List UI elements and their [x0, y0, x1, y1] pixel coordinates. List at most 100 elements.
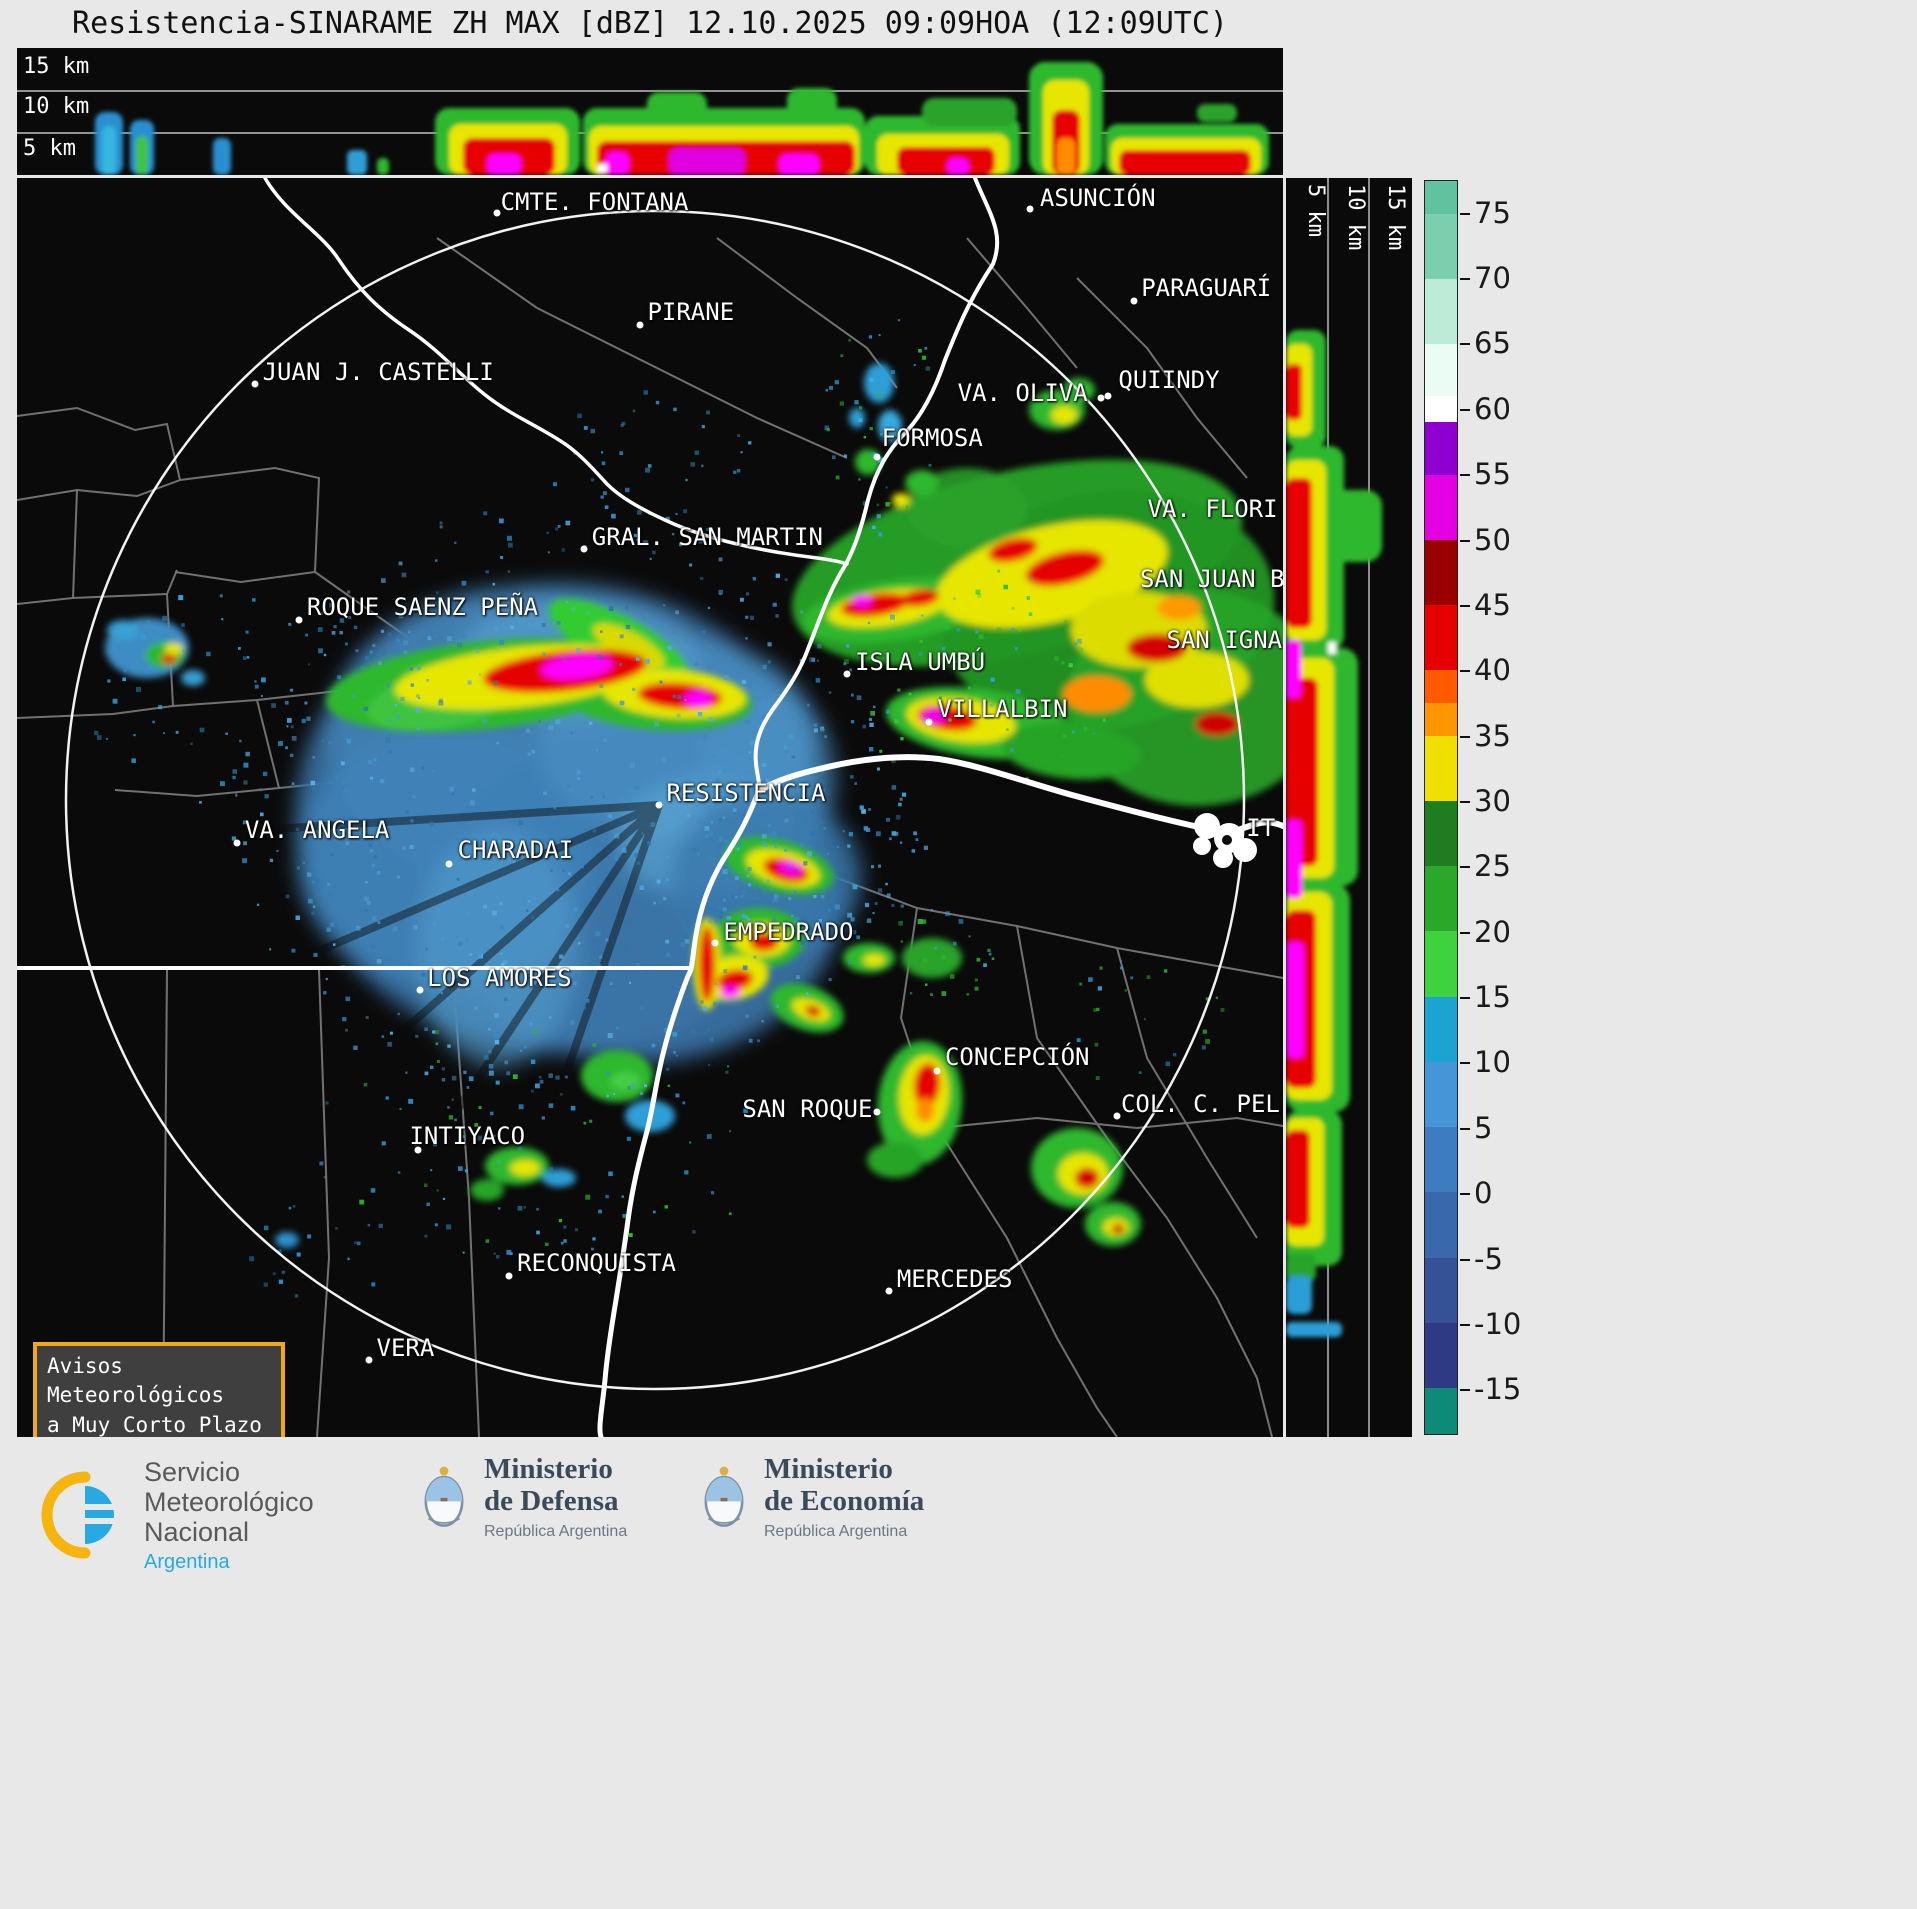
smn-logo-icon	[41, 1471, 117, 1559]
city-dot-va-oliva	[1097, 394, 1105, 402]
colorbar-tick-20: 20	[1460, 914, 1511, 949]
colorbar-segment-50-45	[1425, 539, 1457, 606]
city-dot-paraguarí	[1130, 297, 1138, 305]
colorbar-tick-45: 45	[1460, 587, 1511, 622]
city-label-charadai: CHARADAI	[457, 836, 574, 865]
rivers	[263, 178, 1283, 1437]
city-label-san-igna: SAN IGNA	[1166, 626, 1283, 655]
colorbar-tick--10: -10	[1459, 1306, 1522, 1341]
ministry-economia-block: Ministerio de Economía República Argenti…	[698, 1453, 924, 1541]
colorbar-tick-0: 0	[1459, 1176, 1493, 1211]
colorbar-tick-65: 65	[1460, 326, 1511, 361]
side-profile-echoes	[1286, 330, 1382, 1337]
city-label-formosa: FORMOSA	[881, 423, 983, 452]
height-label-15km: 15 km	[23, 54, 90, 79]
colorbar-segment-0--5	[1425, 1192, 1457, 1258]
smn-country: Argentina	[144, 1550, 230, 1573]
city-dot-isla-umbú	[843, 670, 851, 678]
city-label-roque-saenz-peña: ROQUE SAENZ PEÑA	[306, 593, 539, 622]
city-layer: CMTE. FONTANA ASUNCIÓN PIRANE PARAGUARÍ JUAN…	[17, 178, 1283, 1437]
city-dot-intiyaco	[414, 1146, 422, 1154]
radar-echoes-image	[94, 319, 1283, 1298]
city-label-cmte-fontana: CMTE. FONTANA	[500, 188, 689, 217]
colorbar-segment-20-15	[1425, 931, 1457, 997]
city-dot-pirane	[636, 321, 644, 329]
city-label-los-amores: LOS AMORES	[427, 963, 572, 992]
advisory-line-1: Avisos Meteorológicos	[47, 1354, 225, 1408]
colorbar-segment-25-20	[1425, 866, 1457, 932]
colorbar-segment-70-65	[1425, 278, 1457, 345]
city-label-vera: VERA	[376, 1333, 435, 1362]
colorbar-tick-10: 10	[1460, 1045, 1511, 1080]
height-label-10km: 10 km	[23, 94, 90, 119]
city-label-san-roque: SAN ROQUE	[742, 1094, 873, 1123]
city-dot-reconquista	[505, 1272, 513, 1280]
ministry-economia-line-2: de Economía	[764, 1485, 925, 1518]
smn-line-2: Meteorológico	[144, 1487, 314, 1518]
colorbar-segment-77.5-75	[1425, 181, 1457, 214]
colorbar-segment--15--18.5	[1425, 1388, 1457, 1434]
city-label-quiindy: QUIINDY	[1118, 365, 1220, 394]
colorbar-tick-75: 75	[1460, 195, 1511, 230]
city-label-col-c-pel: COL. C. PEL	[1120, 1089, 1280, 1118]
colorbar-segment-15-10	[1425, 996, 1457, 1062]
city-label-villalbin: VILLALBIN	[937, 695, 1068, 724]
province-borders	[17, 237, 1283, 1437]
city-label-juan-j-castelli: JUAN J. CASTELLI	[262, 358, 494, 387]
city-label-asunción: ASUNCIÓN	[1039, 184, 1156, 213]
city-label-concepción: CONCEPCIÓN	[944, 1042, 1090, 1071]
top-profile-image	[17, 62, 1283, 175]
coat-of-arms-icon	[424, 1466, 464, 1527]
colorbar-segment--5--10	[1425, 1257, 1457, 1323]
city-label-reconquista: RECONQUISTA	[517, 1249, 677, 1278]
city-dot-empedrado	[711, 939, 719, 947]
top-profile-echoes	[95, 62, 1269, 175]
city-dot-quiindy	[1104, 392, 1112, 400]
city-dot-formosa	[873, 453, 881, 461]
advisory-banner[interactable]: Avisos Meteorológicos a Muy Corto Plazo	[33, 1342, 285, 1437]
ministry-economia-sub: República Argentina	[764, 1522, 908, 1540]
smn-line-1: Servicio	[144, 1457, 241, 1487]
city-dot-charadai	[445, 860, 453, 868]
river-meander-knot	[1193, 813, 1257, 868]
city-dot-gral-san-martin	[580, 545, 588, 553]
colorbar-segment-59-55	[1425, 422, 1457, 475]
colorbar-tick-25: 25	[1460, 849, 1511, 884]
colorbar-segment-65-61	[1425, 344, 1457, 397]
colorbar-segment-55-50	[1425, 474, 1457, 540]
city-label-va-angela: VA. ANGELA	[244, 816, 390, 845]
city-dot-roque-saenz-peña	[295, 616, 303, 624]
colorbar-segment-30-25	[1425, 800, 1457, 867]
city-dot-juan-j-castelli	[251, 380, 259, 388]
colorbar-tick--15: -15	[1459, 1372, 1522, 1407]
city-label-intiyaco: INTIYACO	[409, 1122, 526, 1151]
dbz-colorbar	[1424, 180, 1458, 1435]
height-label-5km: 5 km	[23, 136, 76, 161]
colorbar-segment--10--15	[1425, 1322, 1457, 1389]
city-dot-asunción	[1026, 205, 1034, 213]
product-title: Resistencia-SINARAME ZH MAX [dBZ] 12.10.…	[72, 6, 1228, 41]
ministry-defensa-block: Ministerio de Defensa República Argentin…	[418, 1453, 627, 1541]
city-dot-cmte-fontana	[493, 209, 501, 217]
colorbar-tick-55: 55	[1460, 457, 1511, 492]
side-height-label-10km: 10 km	[1343, 184, 1368, 251]
ministry-defensa-line-2: de Defensa	[484, 1485, 619, 1518]
ministry-defensa-line-1: Ministerio	[484, 1453, 613, 1485]
city-label-isla-umbú: ISLA UMBÚ	[855, 647, 986, 676]
colorbar-tick-40: 40	[1460, 653, 1511, 688]
city-dot-los-amores	[416, 986, 424, 994]
colorbar-tick-50: 50	[1460, 522, 1511, 557]
colorbar-segment-45-40	[1425, 605, 1457, 671]
city-dot-col-c-pel	[1113, 1112, 1121, 1120]
city-dot-concepción	[933, 1067, 941, 1075]
colorbar-segment-37.5-35	[1425, 703, 1457, 736]
smn-logo-block: Servicio Meteorológico Nacional Argentin…	[40, 1457, 314, 1573]
coat-of-arms-icon	[704, 1466, 744, 1527]
colorbar-segment-40-37.5	[1425, 670, 1457, 703]
city-dot-mercedes	[885, 1287, 893, 1295]
side-height-label-5km: 5 km	[1303, 184, 1328, 237]
ministry-economia-wordmark: Ministerio de Economía República Argenti…	[764, 1453, 924, 1541]
side-height-label-15km: 15 km	[1383, 184, 1408, 251]
advisory-line-2: a Muy Corto Plazo	[47, 1412, 262, 1437]
colorbar-tick-60: 60	[1460, 391, 1511, 426]
